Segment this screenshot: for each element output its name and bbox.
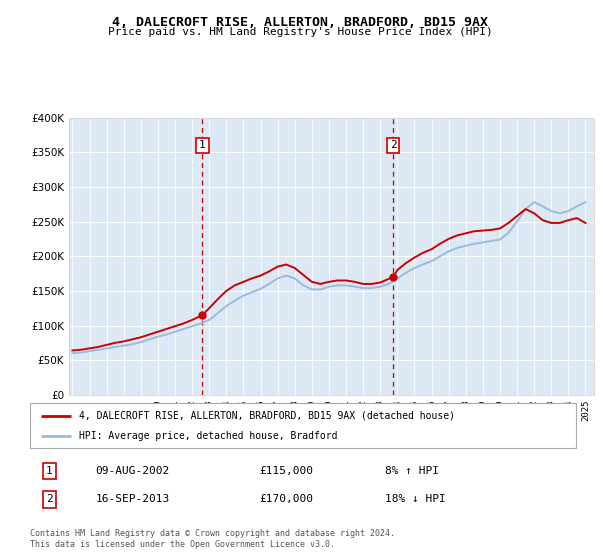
- Text: HPI: Average price, detached house, Bradford: HPI: Average price, detached house, Brad…: [79, 431, 338, 441]
- Text: 16-SEP-2013: 16-SEP-2013: [95, 494, 170, 505]
- FancyBboxPatch shape: [30, 403, 576, 448]
- Text: 4, DALECROFT RISE, ALLERTON, BRADFORD, BD15 9AX: 4, DALECROFT RISE, ALLERTON, BRADFORD, B…: [112, 16, 488, 29]
- Text: Contains HM Land Registry data © Crown copyright and database right 2024.
This d: Contains HM Land Registry data © Crown c…: [30, 529, 395, 549]
- Text: £115,000: £115,000: [259, 466, 313, 476]
- Text: £170,000: £170,000: [259, 494, 313, 505]
- Text: 8% ↑ HPI: 8% ↑ HPI: [385, 466, 439, 476]
- Text: Price paid vs. HM Land Registry's House Price Index (HPI): Price paid vs. HM Land Registry's House …: [107, 27, 493, 37]
- Text: 09-AUG-2002: 09-AUG-2002: [95, 466, 170, 476]
- Text: 1: 1: [46, 466, 52, 476]
- Text: 1: 1: [199, 141, 206, 150]
- Text: 2: 2: [46, 494, 52, 505]
- Text: 4, DALECROFT RISE, ALLERTON, BRADFORD, BD15 9AX (detached house): 4, DALECROFT RISE, ALLERTON, BRADFORD, B…: [79, 410, 455, 421]
- Text: 18% ↓ HPI: 18% ↓ HPI: [385, 494, 446, 505]
- Text: 2: 2: [389, 141, 397, 150]
